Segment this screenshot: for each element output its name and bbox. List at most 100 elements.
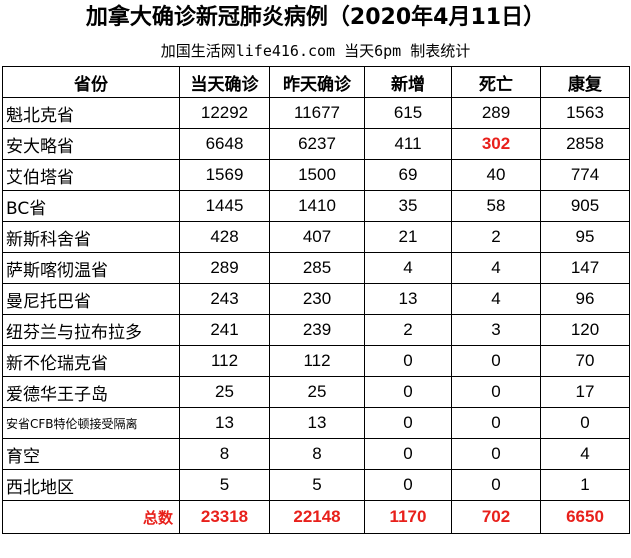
today-cell: 13 xyxy=(179,407,270,439)
today-cell: 112 xyxy=(179,345,270,377)
table-row: 安省CFB特伦顿接受隔离 13 13 0 0 0 xyxy=(2,407,630,439)
deaths-cell: 58 xyxy=(451,190,541,222)
new-cell: 35 xyxy=(364,190,452,222)
province-cell: 新不伦瑞克省 xyxy=(2,345,180,377)
recovered-cell: 1563 xyxy=(540,97,630,129)
new-cell: 0 xyxy=(364,407,452,439)
new-cell: 411 xyxy=(364,128,452,160)
recovered-cell: 95 xyxy=(540,221,630,253)
recovered-cell: 1 xyxy=(540,469,630,501)
table-row: 爱德华王子岛 25 25 0 0 17 xyxy=(2,376,630,408)
today-cell: 5 xyxy=(179,469,270,501)
province-cell: 艾伯塔省 xyxy=(2,159,180,191)
yesterday-cell: 1410 xyxy=(269,190,365,222)
cases-table: 省份 当天确诊 昨天确诊 新增 死亡 康复 魁北克省 12292 11677 615 2… xyxy=(2,66,630,534)
deaths-cell: 3 xyxy=(451,314,541,346)
yesterday-cell: 13 xyxy=(269,407,365,439)
deaths-cell: 40 xyxy=(451,159,541,191)
page-title: 加拿大确诊新冠肺炎病例（2020年4月11日） xyxy=(85,5,546,30)
deaths-cell: 4 xyxy=(451,283,541,315)
recovered-cell: 774 xyxy=(540,159,630,191)
new-cell: 69 xyxy=(364,159,452,191)
table-row: 新斯科舍省 428 407 21 2 95 xyxy=(2,221,630,253)
total-yesterday-cell: 22148 xyxy=(269,500,365,534)
table-row: 育空 8 8 0 0 4 xyxy=(2,438,630,470)
today-cell: 1569 xyxy=(179,159,270,191)
page-subtitle: 加国生活网life416.com 当天6pm 制表统计 xyxy=(160,42,471,60)
total-today-cell: 23318 xyxy=(179,500,270,534)
table-row: 萨斯喀彻温省 289 285 4 4 147 xyxy=(2,252,630,284)
recovered-cell: 905 xyxy=(540,190,630,222)
province-cell: 安省CFB特伦顿接受隔离 xyxy=(2,407,180,439)
table-row: 安大略省 6648 6237 411 302 2858 xyxy=(2,128,630,160)
total-label: 总数 xyxy=(2,500,180,534)
total-new-cell: 1170 xyxy=(364,500,452,534)
header-yesterday: 昨天确诊 xyxy=(269,66,365,98)
recovered-cell: 4 xyxy=(540,438,630,470)
province-cell: 爱德华王子岛 xyxy=(2,376,180,408)
yesterday-cell: 1500 xyxy=(269,159,365,191)
new-cell: 2 xyxy=(364,314,452,346)
header-deaths: 死亡 xyxy=(451,66,541,98)
table-row: 纽芬兰与拉布拉多 241 239 2 3 120 xyxy=(2,314,630,346)
new-cell: 0 xyxy=(364,376,452,408)
yesterday-cell: 239 xyxy=(269,314,365,346)
header-new: 新增 xyxy=(364,66,452,98)
today-cell: 25 xyxy=(179,376,270,408)
province-cell: 西北地区 xyxy=(2,469,180,501)
total-row: 总数 23318 22148 1170 702 6650 xyxy=(2,500,630,534)
today-cell: 241 xyxy=(179,314,270,346)
yesterday-cell: 407 xyxy=(269,221,365,253)
yesterday-cell: 11677 xyxy=(269,97,365,129)
recovered-cell: 96 xyxy=(540,283,630,315)
deaths-cell: 4 xyxy=(451,252,541,284)
new-cell: 0 xyxy=(364,345,452,377)
deaths-cell: 289 xyxy=(451,97,541,129)
recovered-cell: 17 xyxy=(540,376,630,408)
recovered-cell: 147 xyxy=(540,252,630,284)
table-row: 曼尼托巴省 243 230 13 4 96 xyxy=(2,283,630,315)
province-cell: 魁北克省 xyxy=(2,97,180,129)
new-cell: 21 xyxy=(364,221,452,253)
deaths-cell: 0 xyxy=(451,376,541,408)
total-recovered-cell: 6650 xyxy=(540,500,630,534)
yesterday-cell: 285 xyxy=(269,252,365,284)
recovered-cell: 0 xyxy=(540,407,630,439)
today-cell: 6648 xyxy=(179,128,270,160)
header-province: 省份 xyxy=(2,66,180,98)
header-recovered: 康复 xyxy=(540,66,630,98)
recovered-cell: 120 xyxy=(540,314,630,346)
today-cell: 1445 xyxy=(179,190,270,222)
today-cell: 428 xyxy=(179,221,270,253)
new-cell: 615 xyxy=(364,97,452,129)
total-deaths-cell: 702 xyxy=(451,500,541,534)
new-cell: 13 xyxy=(364,283,452,315)
yesterday-cell: 25 xyxy=(269,376,365,408)
new-cell: 0 xyxy=(364,438,452,470)
new-cell: 4 xyxy=(364,252,452,284)
province-cell: 曼尼托巴省 xyxy=(2,283,180,315)
yesterday-cell: 230 xyxy=(269,283,365,315)
table-row: 西北地区 5 5 0 0 1 xyxy=(2,469,630,501)
yesterday-cell: 112 xyxy=(269,345,365,377)
province-cell: 萨斯喀彻温省 xyxy=(2,252,180,284)
deaths-cell: 0 xyxy=(451,438,541,470)
province-cell: BC省 xyxy=(2,190,180,222)
recovered-cell: 2858 xyxy=(540,128,630,160)
deaths-cell: 302 xyxy=(451,128,541,160)
today-cell: 12292 xyxy=(179,97,270,129)
table-row: 新不伦瑞克省 112 112 0 0 70 xyxy=(2,345,630,377)
today-cell: 8 xyxy=(179,438,270,470)
table-header-row: 省份 当天确诊 昨天确诊 新增 死亡 康复 xyxy=(2,66,630,98)
deaths-cell: 0 xyxy=(451,407,541,439)
province-cell: 新斯科舍省 xyxy=(2,221,180,253)
yesterday-cell: 6237 xyxy=(269,128,365,160)
province-cell: 安大略省 xyxy=(2,128,180,160)
table-row: 魁北克省 12292 11677 615 289 1563 xyxy=(2,97,630,129)
table-row: BC省 1445 1410 35 58 905 xyxy=(2,190,630,222)
yesterday-cell: 5 xyxy=(269,469,365,501)
yesterday-cell: 8 xyxy=(269,438,365,470)
today-cell: 243 xyxy=(179,283,270,315)
table-row: 艾伯塔省 1569 1500 69 40 774 xyxy=(2,159,630,191)
today-cell: 289 xyxy=(179,252,270,284)
